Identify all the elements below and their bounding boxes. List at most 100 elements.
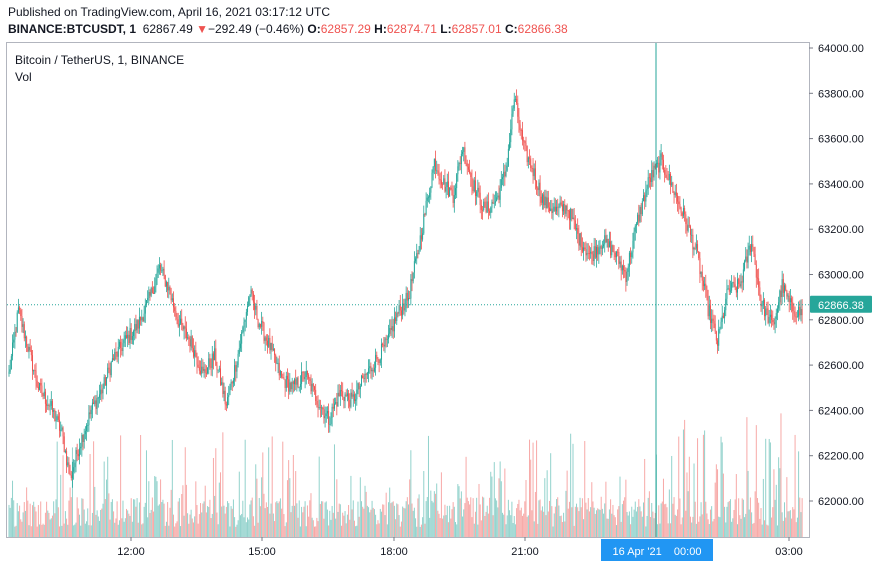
volume-bar: [89, 454, 91, 537]
candle-body: [678, 201, 680, 205]
volume-bar: [154, 476, 156, 537]
candle-body: [181, 318, 183, 325]
volume-bar: [406, 497, 408, 537]
volume-bar: [682, 429, 684, 537]
candle-body: [93, 402, 95, 405]
candle-body: [402, 303, 404, 316]
candle-body: [108, 367, 110, 370]
candle-body: [29, 346, 31, 351]
candle-body: [561, 204, 563, 212]
candle-body: [502, 177, 503, 180]
chart-frame[interactable]: [6, 42, 810, 538]
low-label: L:: [440, 22, 452, 36]
volume-bar: [457, 484, 459, 537]
volume-bar: [519, 510, 521, 537]
candle-body: [573, 217, 575, 221]
candle-body: [150, 287, 152, 296]
symbol-ohlc-line: BINANCE:BTCUSDT, 1 62867.49 ▼−292.49 (−0…: [8, 22, 568, 36]
volume-bar: [467, 501, 469, 537]
volume-bar: [678, 436, 680, 537]
volume-bar: [780, 413, 782, 537]
volume-bar: [321, 501, 323, 537]
volume-bar: [618, 506, 620, 537]
volume-bar: [462, 516, 464, 537]
volume-bar: [278, 501, 280, 537]
volume-bar: [514, 524, 516, 537]
candle-body: [365, 373, 367, 375]
candle-body: [282, 377, 284, 378]
volume-bar: [351, 509, 353, 537]
volume-bar: [252, 516, 254, 537]
candle-body: [169, 286, 171, 295]
volume-bar: [81, 498, 83, 537]
candle-body: [746, 256, 748, 263]
volume-bar: [33, 501, 35, 537]
volume-bar: [633, 509, 635, 537]
candle-body: [391, 326, 393, 330]
candle-body: [531, 167, 533, 169]
candle-body: [129, 328, 131, 343]
candle-body: [559, 202, 561, 207]
volume-bar: [492, 515, 494, 537]
volume-bar: [420, 524, 422, 537]
volume-bar: [444, 504, 446, 537]
candle-body: [345, 394, 347, 396]
candle-body: [292, 381, 294, 385]
candle-body: [732, 282, 734, 284]
candle-body: [519, 124, 521, 131]
volume-bar: [306, 505, 308, 537]
candle-body: [183, 326, 185, 330]
volume-bar: [308, 516, 310, 537]
volume-bar: [541, 506, 543, 537]
candle-body: [41, 385, 43, 395]
volume-bar: [211, 513, 213, 537]
volume-bar: [739, 515, 741, 537]
volume-bar: [250, 500, 252, 537]
volume-bar: [549, 500, 550, 537]
down-arrow-icon: ▼: [196, 22, 208, 36]
volume-bar: [410, 450, 412, 537]
volume-bar: [439, 518, 441, 537]
volume-bar: [75, 522, 77, 537]
candle-body: [533, 168, 535, 177]
volume-bar: [685, 510, 687, 537]
y-tick-label: 63400.00: [818, 179, 864, 191]
candle-body: [294, 379, 296, 385]
candle-body: [49, 405, 51, 407]
candle-body: [34, 370, 36, 371]
candle-body: [547, 197, 549, 208]
candle-body: [657, 162, 659, 164]
candle-body: [550, 208, 552, 211]
candle-body: [785, 285, 787, 291]
candle-body: [445, 186, 447, 192]
volume-bar: [245, 522, 247, 537]
candle-body: [194, 350, 196, 357]
candle-body: [413, 261, 415, 273]
volume-bar: [537, 523, 539, 537]
candle-body: [409, 298, 411, 299]
volume-bar: [451, 509, 453, 537]
candle-body: [532, 167, 534, 177]
volume-bar: [44, 512, 46, 537]
volume-bar: [76, 497, 78, 537]
candle-body: [444, 178, 446, 192]
candle-body: [762, 299, 764, 304]
candle-body: [509, 142, 511, 149]
candle-body: [238, 348, 240, 354]
volume-bar: [720, 436, 722, 537]
candle-body: [237, 353, 239, 365]
candle-body: [641, 201, 643, 215]
volume-bar: [623, 500, 625, 537]
candle-body: [256, 305, 258, 320]
candle-body: [492, 201, 494, 204]
candle-body: [470, 173, 472, 178]
candle-body: [170, 294, 172, 301]
candle-body: [155, 278, 157, 287]
candle-body: [111, 358, 113, 362]
volume-bar: [27, 500, 29, 537]
candle-body: [373, 367, 375, 372]
candle-body: [102, 387, 104, 394]
volume-bar: [517, 503, 519, 537]
candle-body: [612, 245, 614, 252]
